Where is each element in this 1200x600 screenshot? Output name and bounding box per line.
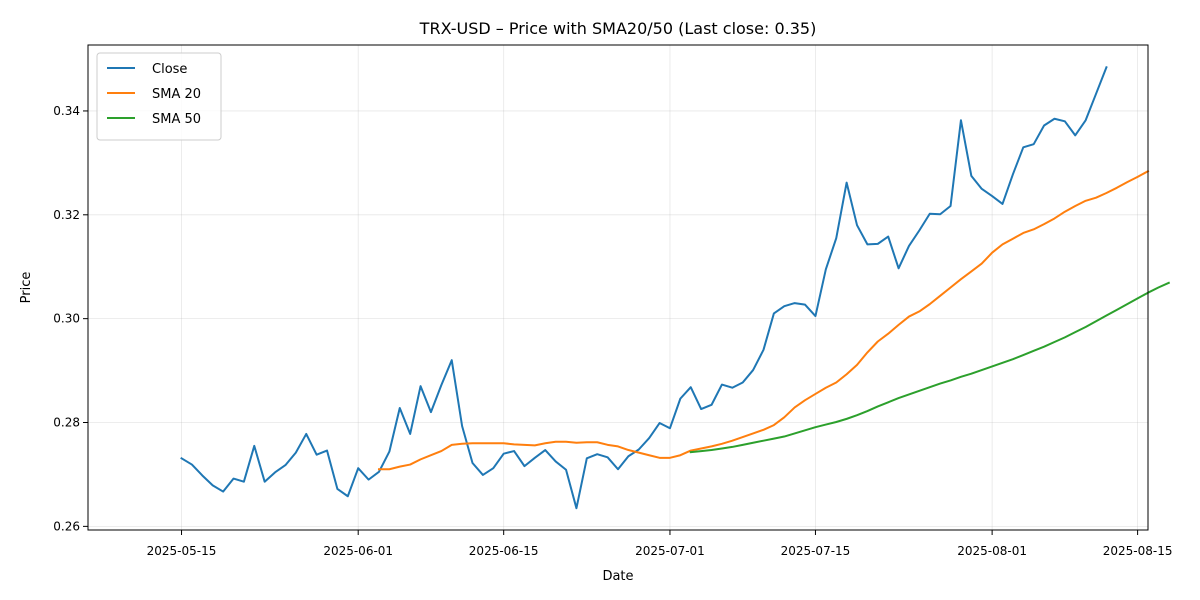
y-axis: 0.26 0.28 0.30 0.32 0.34 [53,104,88,533]
y-axis-label: Price [19,272,34,304]
y-tick-label: 0.30 [53,312,80,326]
x-axis-label: Date [602,569,633,584]
chart-title: TRX-USD – Price with SMA20/50 (Last clos… [419,19,817,38]
legend-label: SMA 20 [152,87,201,102]
legend-label: Close [152,62,187,77]
plot-frame [87,44,1149,531]
legend-label: SMA 50 [152,112,201,127]
series-line-sma-20 [377,169,1150,471]
x-axis: 2025-05-15 2025-06-01 2025-06-15 2025-07-01… [147,530,1173,558]
x-tick-label: 2025-06-15 [469,544,539,558]
series-line-sma-50 [689,281,1171,454]
x-tick-label: 2025-06-01 [323,544,393,558]
series-line-close [180,66,1108,510]
series-layer [180,66,1171,510]
y-tick-label: 0.26 [53,519,80,533]
y-tick-label: 0.28 [53,416,80,430]
x-tick-label: 2025-08-15 [1103,544,1173,558]
y-tick-label: 0.32 [53,208,80,222]
x-tick-label: 2025-07-01 [635,544,705,558]
legend: Close SMA 20 SMA 50 [96,52,222,141]
grid [88,45,1148,530]
x-tick-label: 2025-07-15 [781,544,851,558]
x-tick-label: 2025-05-15 [147,544,217,558]
x-tick-label: 2025-08-01 [957,544,1027,558]
y-tick-label: 0.34 [53,104,80,118]
